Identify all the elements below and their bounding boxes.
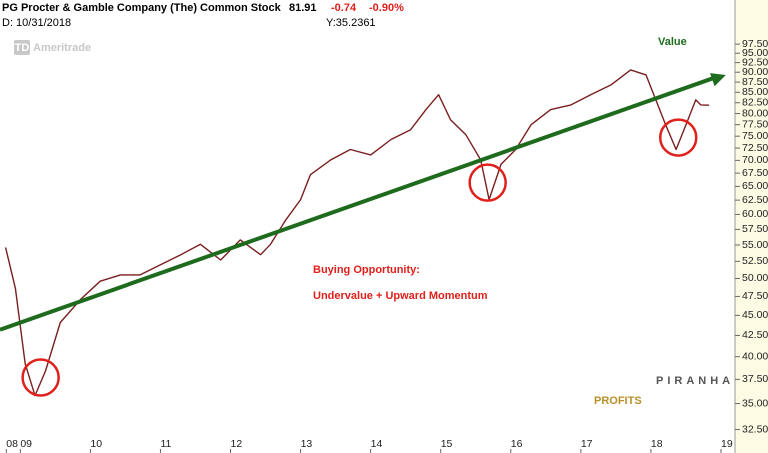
y-tick-label: 67.50 [742,167,768,179]
y-tick-label: 72.50 [742,142,768,154]
x-tick-label: 10 [90,438,102,450]
watermark-badge: TD [15,42,30,54]
y-tick-label: 52.50 [742,255,768,267]
logo-bottom: PROFITS [594,395,642,407]
y-tick-label: 32.50 [742,423,768,435]
x-tick-label: 11 [160,438,171,450]
y-tick-label: 82.50 [742,97,768,109]
price-line [4,69,710,397]
y-tick-label: 55.00 [742,239,768,251]
y-tick-label: 85.00 [742,86,768,98]
watermark-badge-box [14,40,30,55]
x-tick-label: 19 [721,438,733,450]
annotation: Buying Opportunity: [313,264,420,276]
y-tick-label: 80.00 [742,107,768,119]
cursor-value: Y:35.2361 [326,17,376,29]
y-tick-label: 77.50 [742,118,768,130]
highlight-circle [21,358,60,397]
change: -0.74 [331,2,357,14]
trend-label: Value [658,36,687,48]
y-tick-label: 37.50 [742,373,768,385]
x-tick-label: 16 [511,438,523,450]
x-tick-label: 18 [651,438,663,450]
y-tick-label: 70.00 [742,154,768,166]
annotation: Undervalue + Upward Momentum [313,290,488,302]
date: D: 10/31/2018 [2,17,71,29]
y-tick-label: 42.50 [742,329,768,341]
y-tick-label: 35.00 [742,397,768,409]
y-tick-label: 87.50 [742,76,768,88]
y-tick-label: 75.00 [742,130,768,142]
plot-area [0,0,735,453]
y-tick-label: 50.00 [742,272,768,284]
x-tick-label: 15 [441,438,453,450]
y-tick-label: 95.00 [742,47,768,59]
y-tick-label: 40.00 [742,350,768,362]
trend-arrowhead [710,73,726,87]
y-tick-label: 47.50 [742,290,768,302]
highlight-circle [468,163,507,202]
watermark: Ameritrade [33,42,91,54]
y-tick-label: 65.00 [742,180,768,192]
x-tick-label: 13 [301,438,313,450]
y-tick-label: 57.50 [742,223,768,235]
x-tick-label: 14 [371,438,383,450]
y-tick-label: 45.00 [742,309,768,321]
y-tick-label: 60.00 [742,208,768,220]
axis-panel [735,0,768,453]
x-tick-label: 12 [231,438,243,450]
logo-top: PIRANHA [656,375,734,387]
y-tick-label: 92.50 [742,56,768,68]
x-tick-label: 17 [581,438,593,450]
last-price: 81.91 [289,2,317,14]
x-tick-label: 08 [6,438,18,450]
x-tick-label: 09 [20,438,32,450]
highlight-circle [658,118,698,157]
stock-title: PG Procter & Gamble Company (The) Common… [2,2,282,14]
change-pct: -0.90% [369,2,404,14]
trend-line [0,76,715,332]
y-tick-label: 97.50 [742,38,768,50]
y-tick-label: 62.50 [742,194,768,206]
y-tick-label: 90.00 [742,66,768,78]
